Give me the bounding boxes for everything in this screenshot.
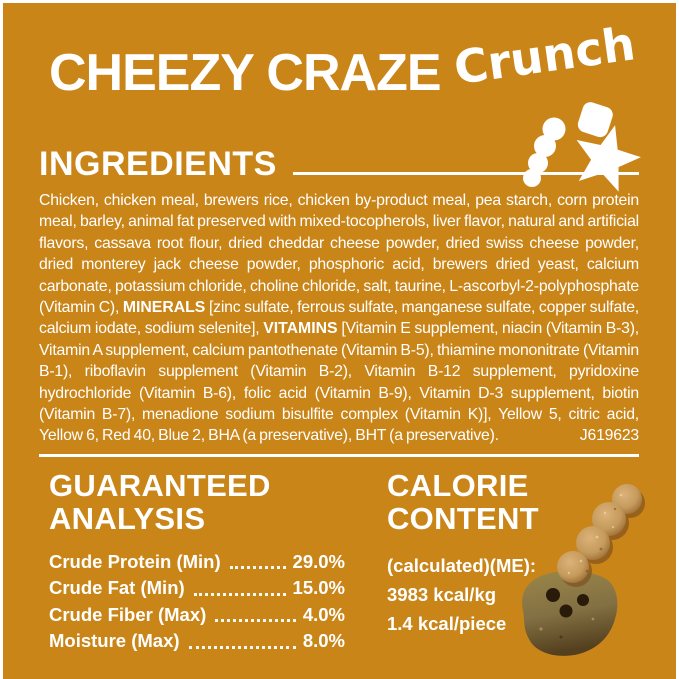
calorie-lines: (calculated)(ME): 3983 kcal/kg 1.4 kcal/… <box>387 551 539 638</box>
row-label: Crude Fiber (Max) <box>49 603 207 625</box>
row-label: Crude Protein (Min) <box>49 550 221 572</box>
ingredients-heading: INGREDIENTS <box>39 145 277 183</box>
brown-treat-shape <box>522 570 618 656</box>
table-row: Crude Fat (Min) 15.0% <box>49 575 345 602</box>
gummy-treat-icon <box>523 117 566 187</box>
vitamins-list: [Vitamin E supplement, niacin (Vitamin B… <box>39 320 639 445</box>
calorie-content-column: CALORIE CONTENT (calculated)(ME): 3983 k… <box>387 469 539 655</box>
row-value: 15.0% <box>292 577 345 599</box>
table-row: Moisture (Max) 8.0% <box>49 628 345 655</box>
calorie-line: (calculated)(ME): <box>387 554 537 576</box>
row-label: Crude Fat (Min) <box>49 577 185 599</box>
ingredients-heading-row: INGREDIENTS <box>39 146 639 182</box>
treat-icons-decoration <box>523 102 641 192</box>
ingredients-part1: Chicken, chicken meal, brewers rice, chi… <box>39 192 639 317</box>
guaranteed-analysis-heading: GUARANTEED ANALYSIS <box>49 467 271 536</box>
calorie-content-heading: CALORIE CONTENT <box>387 467 539 536</box>
dog-treats-photo <box>522 484 645 656</box>
leader-dots <box>229 566 286 570</box>
variant-script-title: Crunch <box>450 16 639 96</box>
leader-dots <box>188 645 296 649</box>
guaranteed-analysis-column: GUARANTEED ANALYSIS Crude Protein (Min) … <box>49 469 345 655</box>
calorie-line: 3983 kcal/kg <box>387 583 497 605</box>
star-icon <box>576 125 641 192</box>
leader-dots <box>193 592 286 596</box>
leader-dots <box>215 619 296 623</box>
brand-title: CHEEZY CRAZE <box>49 44 442 102</box>
ingredients-text: Chicken, chicken meal, brewers rice, chi… <box>39 190 639 447</box>
row-label: Moisture (Max) <box>49 630 180 652</box>
square-treat-icon <box>577 102 613 138</box>
analysis-section: GUARANTEED ANALYSIS Crude Protein (Min) … <box>49 469 639 655</box>
minerals-label: MINERALS <box>122 299 206 317</box>
row-value: 8.0% <box>302 630 345 652</box>
tan-treat-shape <box>557 484 645 587</box>
calorie-line: 1.4 kcal/piece <box>387 612 507 634</box>
table-row: Crude Fiber (Max) 4.0% <box>49 602 345 629</box>
section-divider <box>39 453 639 457</box>
analysis-table: Crude Protein (Min) 29.0% Crude Fat (Min… <box>49 549 345 655</box>
minerals-list: [zinc sulfate, ferrous sulfate, manganes… <box>39 299 639 338</box>
header: CHEEZY CRAZE Crunch <box>49 16 642 102</box>
product-code: J619623 <box>579 427 639 445</box>
row-value: 29.0% <box>292 550 345 572</box>
heading-rule <box>292 172 639 175</box>
row-value: 4.0% <box>302 603 345 625</box>
table-row: Crude Protein (Min) 29.0% <box>49 549 345 576</box>
vitamins-label: VITAMINS <box>263 320 338 338</box>
